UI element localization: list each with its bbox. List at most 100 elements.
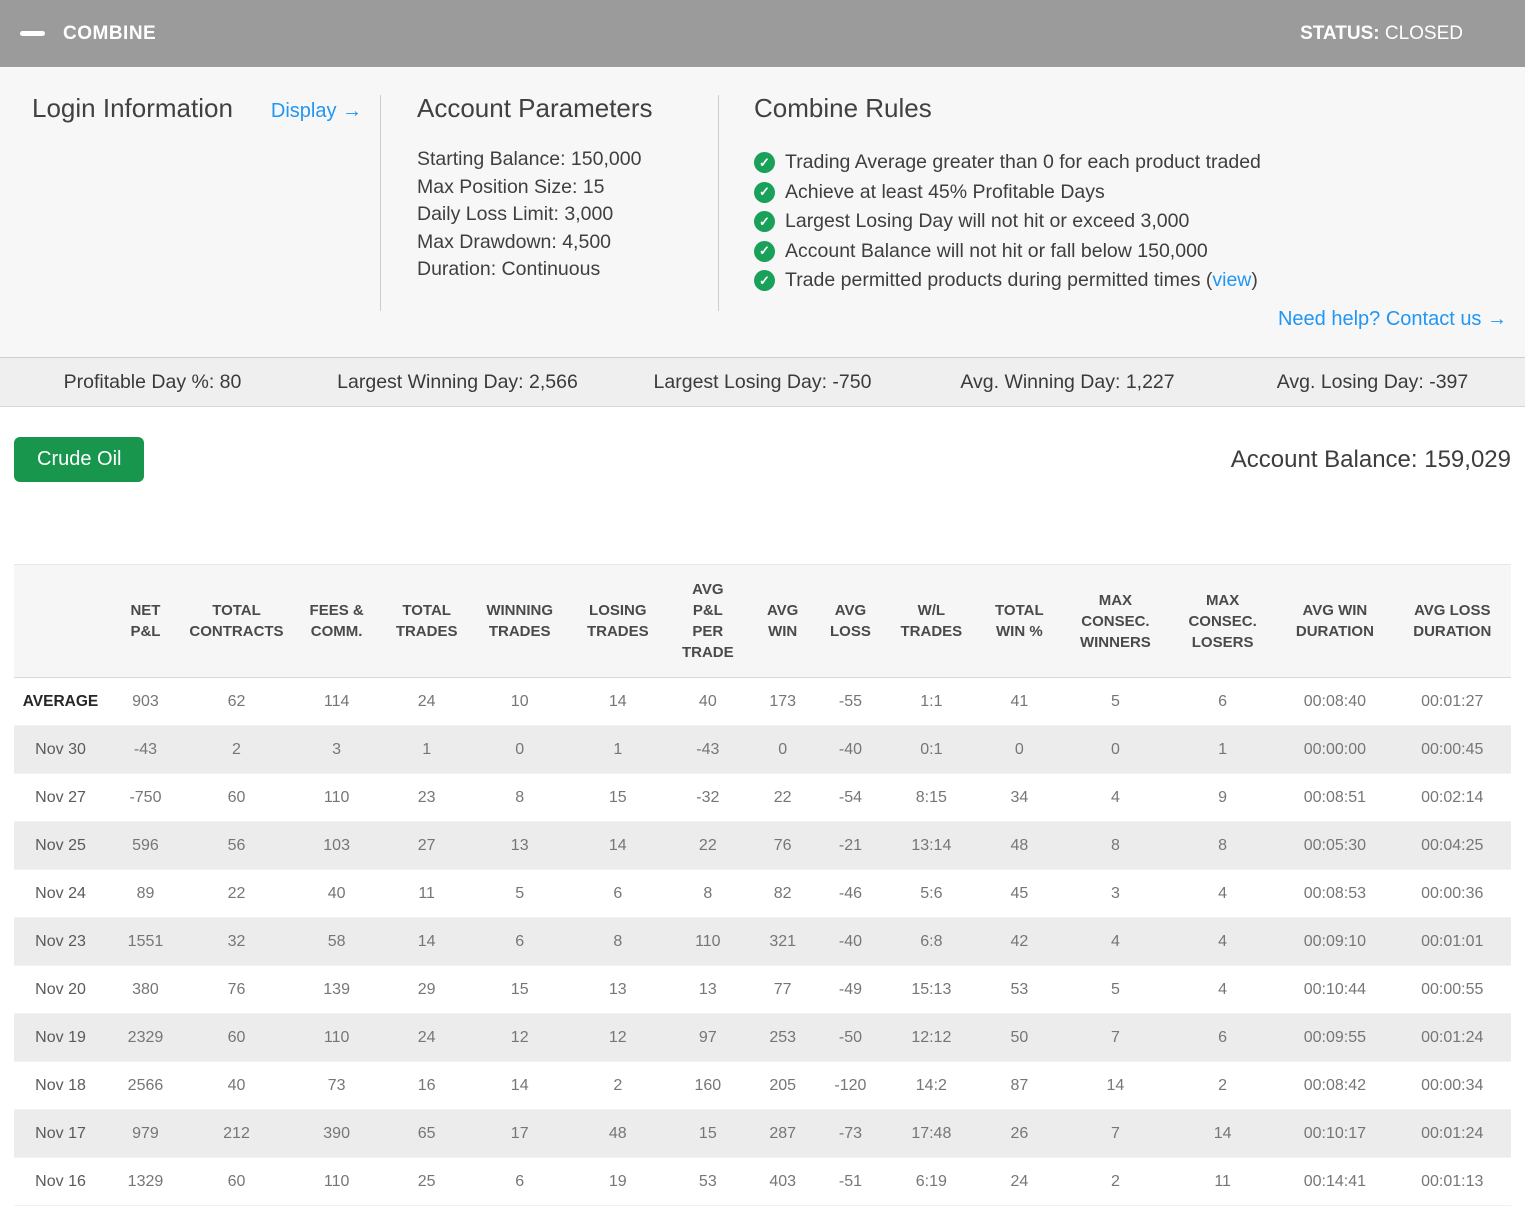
rule-text: Trading Average greater than 0 for each … xyxy=(785,151,1261,174)
cell-winning-trades: 12 xyxy=(469,1013,571,1062)
rule-text-suffix: ) xyxy=(1251,269,1258,292)
combine-rules-panel: Combine Rules ✓ Trading Average greater … xyxy=(719,93,1525,333)
cell-max-consec-losers: 4 xyxy=(1218,980,1228,998)
crude-oil-tab-button[interactable]: Crude Oil xyxy=(14,437,145,482)
cell-losing-trades: 2 xyxy=(613,1076,623,1094)
cell-max-consec-losers: 2 xyxy=(1218,1076,1228,1094)
cell-avg-pl-per-trade: 15 xyxy=(665,1109,751,1158)
cell-avg-loss-duration: 00:01:01 xyxy=(1393,917,1511,966)
cell-total-win-pct: 45 xyxy=(1010,884,1029,902)
cell-total-win-pct: 42 xyxy=(976,917,1062,966)
cell-avg-win-duration: 00:09:10 xyxy=(1276,917,1394,966)
column-header-winning-trades: WINNING TRADES xyxy=(469,564,571,678)
cell-avg-loss: -50 xyxy=(815,1013,886,1062)
column-header-total-contracts: TOTAL CONTRACTS xyxy=(183,564,290,678)
cell-winning-trades: 5 xyxy=(515,884,525,902)
cell-avg-loss: -40 xyxy=(815,725,886,774)
column-header-avg-loss-duration: AVG LOSS DURATION xyxy=(1393,564,1511,678)
cell-total-contracts: 212 xyxy=(183,1109,290,1158)
cell-avg-pl-per-trade: 13 xyxy=(698,980,717,998)
cell-total-win-pct: 53 xyxy=(1010,980,1029,998)
cell-losing-trades: 1 xyxy=(570,725,666,774)
cell-fees-comm: 110 xyxy=(323,1172,350,1190)
cell-wl-trades: 12:12 xyxy=(885,1013,977,1062)
cell-total-contracts: 32 xyxy=(183,917,290,966)
row-label: Nov 24 xyxy=(35,884,86,902)
cell-avg-pl-per-trade: 97 xyxy=(665,1013,751,1062)
column-header-avg-pl-per-trade: AVG P&L PER TRADE xyxy=(665,564,751,678)
cell-total-contracts: 2 xyxy=(183,725,290,774)
row-label: Nov 20 xyxy=(35,980,86,998)
row-label: Nov 25 xyxy=(14,821,108,870)
cell-total-contracts: 56 xyxy=(183,821,290,870)
table-header-row: NET P&L TOTAL CONTRACTS FEES & COMM. TOTAL … xyxy=(14,564,1511,678)
cell-max-consec-winners: 14 xyxy=(1106,1076,1125,1094)
cell-avg-win: 0 xyxy=(750,725,816,774)
cell-avg-loss: -21 xyxy=(815,821,886,870)
cell-avg-win-duration: 00:05:30 xyxy=(1276,821,1394,870)
column-header-avg-win-duration: AVG WIN DURATION xyxy=(1276,564,1394,678)
cell-losing-trades: 15 xyxy=(608,788,627,806)
cell-total-trades: 16 xyxy=(417,1076,436,1094)
cell-wl-trades: 1:1 xyxy=(920,692,943,710)
cell-net-pl: 596 xyxy=(107,821,184,870)
cell-losing-trades: 13 xyxy=(608,980,627,998)
cell-max-consec-losers: 11 xyxy=(1214,1172,1231,1190)
cell-total-trades: 11 xyxy=(418,884,435,902)
cell-max-consec-losers: 4 xyxy=(1169,917,1277,966)
row-label: Nov 30 xyxy=(14,725,108,774)
cell-total-contracts: 62 xyxy=(227,692,246,710)
cell-total-contracts: 60 xyxy=(183,1013,290,1062)
cell-avg-loss-duration: 00:00:36 xyxy=(1421,884,1484,902)
contact-us-link[interactable]: Need help? Contact us → xyxy=(1277,307,1507,330)
cell-avg-win-duration: 00:08:40 xyxy=(1303,692,1367,710)
column-header-max-consec-winners: MAX CONSEC. WINNERS xyxy=(1061,564,1170,678)
column-header-total-trades: TOTAL TRADES xyxy=(384,564,470,678)
table-row-nov-17: Nov 17 979 212 390 65 17 48 15 287 -73 17:48 26 7 14 0… xyxy=(14,1109,1511,1158)
check-circle-icon: ✓ xyxy=(754,270,775,292)
vertical-divider xyxy=(380,95,381,311)
cell-total-win-pct: 26 xyxy=(976,1109,1062,1158)
cell-fees-comm: 58 xyxy=(289,917,385,966)
cell-total-win-pct: 0 xyxy=(976,725,1062,774)
cell-total-contracts: 60 xyxy=(227,788,246,806)
login-information-panel: Login Information Display → xyxy=(0,93,380,333)
rule-permitted-products: ✓ Trade permitted products during permit… xyxy=(754,266,1507,296)
cell-net-pl: -750 xyxy=(129,788,162,806)
cell-avg-loss-duration: 00:01:24 xyxy=(1393,1109,1511,1158)
cell-avg-win-duration: 00:08:42 xyxy=(1303,1076,1367,1094)
rule-text-prefix: Trade permitted products during permitte… xyxy=(785,269,1213,292)
cell-wl-trades: 17:48 xyxy=(885,1109,977,1158)
cell-wl-trades: 14:2 xyxy=(915,1076,947,1094)
cell-fees-comm: 114 xyxy=(323,692,350,710)
table-row-nov-19: Nov 19 2329 60 110 24 12 12 97 253 -50 12:12 50 7 6 00… xyxy=(14,1013,1511,1062)
status-value: CLOSED xyxy=(1384,22,1463,44)
cell-avg-win-duration: 00:00:00 xyxy=(1276,725,1394,774)
cell-avg-pl-per-trade: -43 xyxy=(665,725,751,774)
param-duration: Duration: Continuous xyxy=(417,258,601,280)
product-balance-row: Crude Oil Account Balance: 159,029 xyxy=(0,407,1525,482)
cell-losing-trades: 8 xyxy=(570,917,666,966)
cell-total-contracts: 76 xyxy=(227,980,246,998)
view-link[interactable]: view xyxy=(1212,269,1252,292)
stat-profitable-day-pct: Profitable Day %: 80 xyxy=(63,370,242,393)
cell-total-win-pct: 34 xyxy=(1010,788,1029,806)
param-starting-balance: Starting Balance: 150,000 xyxy=(417,148,642,170)
table-row-nov-23: Nov 23 1551 32 58 14 6 8 110 321 -40 6:8 42 4 4 00:09:… xyxy=(14,917,1511,966)
cell-winning-trades: 10 xyxy=(510,692,529,710)
check-circle-icon: ✓ xyxy=(754,152,775,174)
collapse-minus-icon[interactable] xyxy=(20,31,45,36)
cell-avg-loss-duration: 00:01:24 xyxy=(1393,1013,1511,1062)
rule-trading-average: ✓ Trading Average greater than 0 for eac… xyxy=(754,148,1507,178)
cell-total-contracts: 40 xyxy=(227,1076,246,1094)
cell-avg-win: 173 xyxy=(769,692,797,710)
cell-total-trades: 24 xyxy=(384,1013,470,1062)
status-label: STATUS: xyxy=(1300,22,1380,44)
cell-net-pl: 1551 xyxy=(107,917,184,966)
cell-losing-trades: 14 xyxy=(570,821,666,870)
rule-text: Achieve at least 45% Profitable Days xyxy=(785,180,1105,203)
cell-avg-win: 287 xyxy=(750,1109,816,1158)
cell-fees-comm: 110 xyxy=(289,1013,385,1062)
display-link[interactable]: Display → xyxy=(270,100,363,122)
combine-title: COMBINE xyxy=(63,22,157,44)
